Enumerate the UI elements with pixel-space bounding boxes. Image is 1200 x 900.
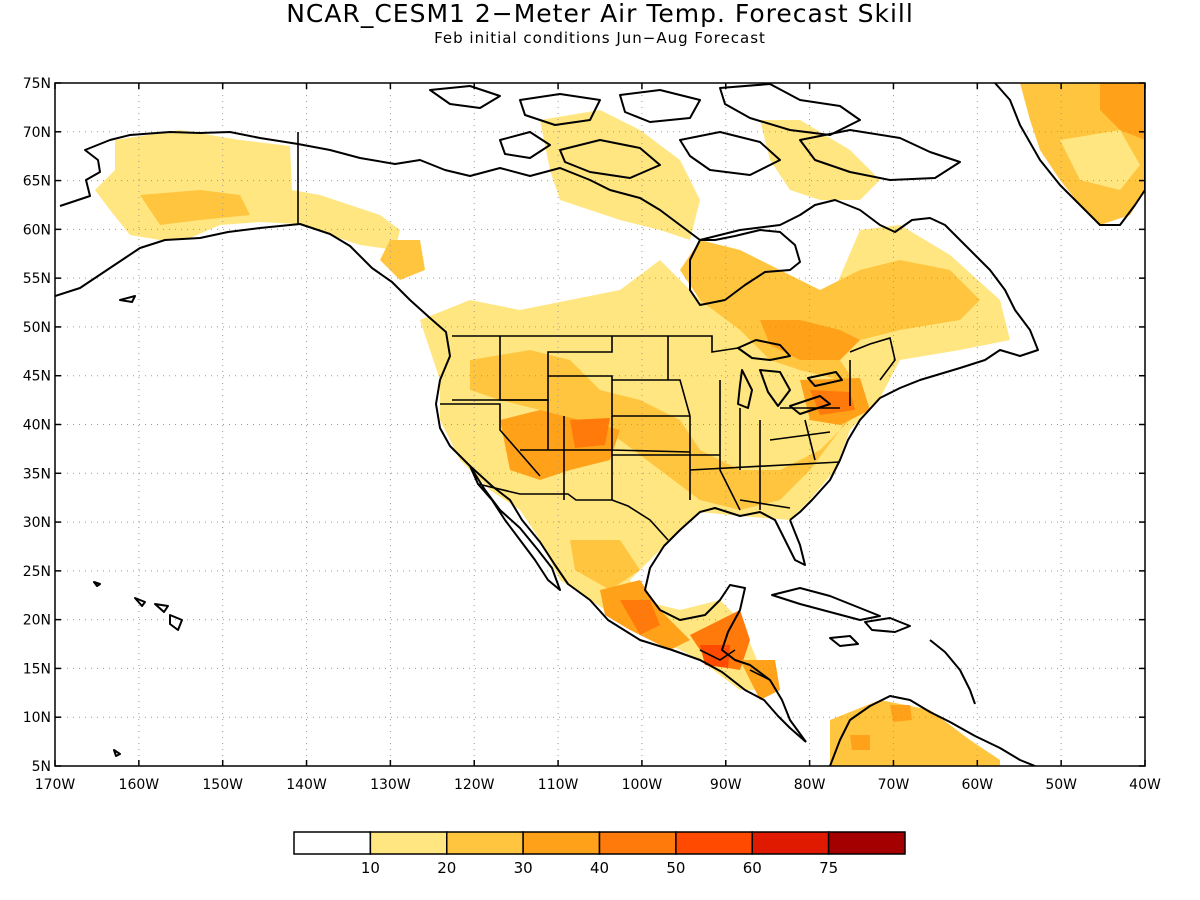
lon-label: 60W <box>961 777 993 793</box>
colorbar-label: 30 <box>514 859 533 877</box>
colorbar-swatch <box>827 831 906 855</box>
skill-region-16 <box>830 700 1000 766</box>
lat-label: 40N <box>23 418 51 434</box>
lon-label: 80W <box>794 777 826 793</box>
skill-region-10 <box>570 540 640 590</box>
lat-label: 45N <box>23 369 51 385</box>
colorbar: 10 20 30 40 50 60 75 <box>293 831 906 877</box>
colorbar-swatch <box>293 831 372 855</box>
lon-label: 170W <box>35 777 76 793</box>
colorbar-swatch <box>369 831 448 855</box>
colorbar-label: 50 <box>666 859 685 877</box>
lat-label: 35N <box>23 466 51 482</box>
lat-label: 55N <box>23 271 51 287</box>
skill-region-12 <box>620 600 660 635</box>
lon-label: 150W <box>202 777 243 793</box>
lon-label: 100W <box>622 777 663 793</box>
lat-label: 60N <box>23 222 51 238</box>
lon-label: 70W <box>878 777 910 793</box>
lat-label: 30N <box>23 515 51 531</box>
colorbar-label: 60 <box>743 859 762 877</box>
skill-region-8 <box>570 418 610 448</box>
lon-label: 90W <box>710 777 742 793</box>
skill-region-23 <box>760 120 880 200</box>
skill-shading <box>95 83 1145 766</box>
skill-region-18 <box>850 735 870 750</box>
lon-label: 160W <box>119 777 160 793</box>
colorbar-label: 10 <box>361 859 380 877</box>
colorbar-swatch <box>751 831 830 855</box>
state-border-lines <box>297 132 896 681</box>
lon-label: 110W <box>538 777 579 793</box>
chart-title: NCAR_CESM1 2−Meter Air Temp. Forecast Sk… <box>286 0 914 28</box>
lat-label: 70N <box>23 125 51 141</box>
skill-region-22 <box>540 110 700 240</box>
lon-label: 130W <box>370 777 411 793</box>
chart-subtitle: Feb initial conditions Jun−Aug Forecast <box>434 29 766 47</box>
colorbar-label: 40 <box>590 859 609 877</box>
lon-label: 140W <box>286 777 327 793</box>
skill-region-20 <box>1060 130 1140 190</box>
lon-label: 40W <box>1129 777 1161 793</box>
colorbar-swatch <box>598 831 677 855</box>
skill-region-17 <box>890 705 912 722</box>
colorbar-swatch <box>522 831 601 855</box>
lon-label: 120W <box>454 777 495 793</box>
lat-label: 75N <box>23 76 51 92</box>
skill-region-4 <box>470 240 980 510</box>
lat-label: 20N <box>23 613 51 629</box>
lat-label: 5N <box>32 759 51 775</box>
coastline-outline <box>55 83 1145 766</box>
colorbar-swatch <box>446 831 524 855</box>
lon-label: 50W <box>1045 777 1077 793</box>
axis-ticks: 75N 70N 65N 60N 55N 50N 45N 40N 35N 30N 25N 20N 15N 1… <box>23 76 1161 793</box>
colorbar-label: 20 <box>437 859 456 877</box>
colorbar-label: 75 <box>819 859 838 877</box>
lat-label: 50N <box>23 320 51 336</box>
lat-label: 15N <box>23 661 51 677</box>
skill-region-24 <box>380 240 425 280</box>
lat-label: 65N <box>23 174 51 190</box>
lat-label: 10N <box>23 710 51 726</box>
skill-region-2 <box>140 190 250 225</box>
skill-region-1 <box>95 130 400 250</box>
colorbar-swatch <box>675 831 753 855</box>
skill-region-21 <box>1100 83 1145 140</box>
lat-label: 25N <box>23 564 51 580</box>
